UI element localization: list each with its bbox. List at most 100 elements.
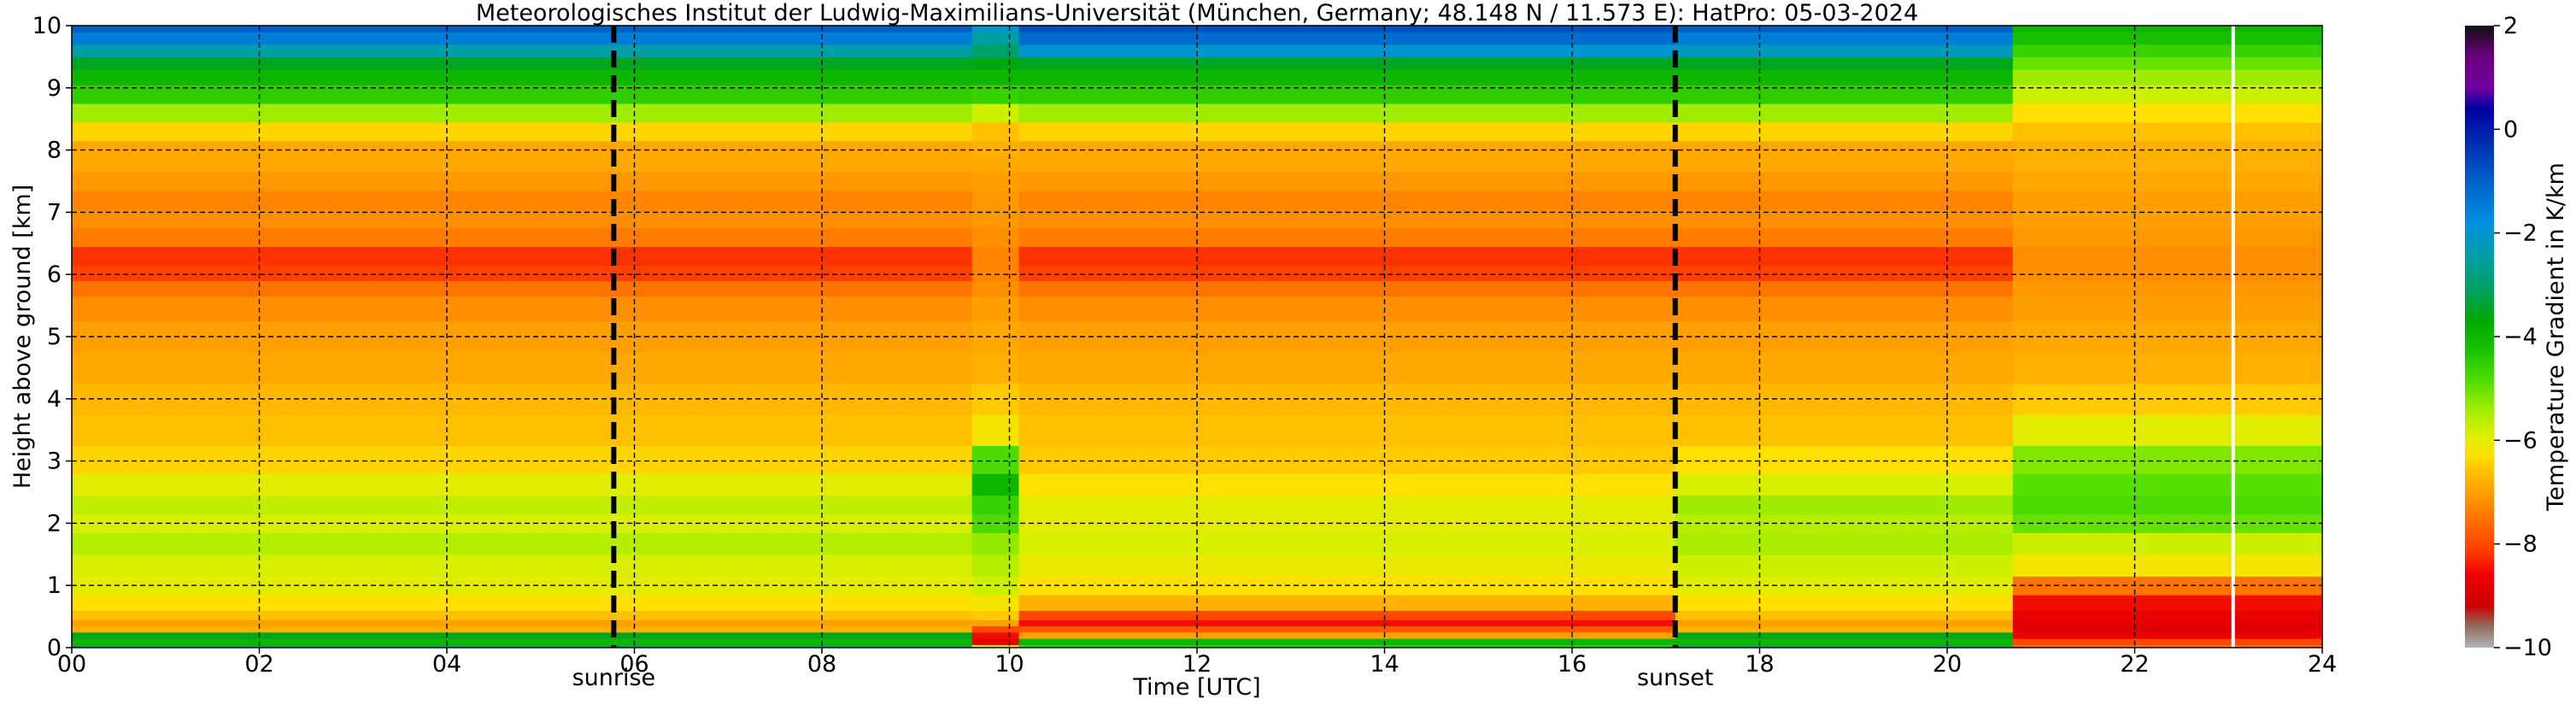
heatmap-cell (72, 68, 973, 85)
heatmap-cell (971, 44, 1020, 57)
heatmap-cell (971, 140, 1020, 157)
heatmap-cell (2012, 246, 2322, 266)
colorbar: 2 0 −2 −4 −6 −8 −10 Temperature Gradient in K/… (2465, 13, 2569, 661)
heatmap-cell (2012, 445, 2322, 474)
heatmap-cell (1018, 68, 1676, 85)
heatmap-cell (1018, 190, 1676, 210)
heatmap-cell (971, 26, 1020, 32)
heatmap-cell (72, 172, 973, 191)
heatmap-cell (971, 85, 1020, 104)
heatmap-cell (971, 495, 1020, 515)
heatmap-cell (1675, 352, 2014, 384)
y-tick-label: 5 (47, 324, 62, 350)
heatmap-cell (2012, 68, 2322, 85)
heatmap-cell (1675, 532, 2014, 555)
heatmap-cell (1018, 280, 1676, 297)
heatmap-cell (971, 172, 1020, 191)
heatmap-cell (1018, 103, 1676, 123)
heatmap-cell (72, 280, 973, 297)
heatmap-cell (72, 190, 973, 210)
heatmap-cell (72, 246, 973, 266)
heatmap-cell (971, 638, 1020, 645)
y-tick-label: 4 (47, 386, 62, 413)
heatmap-cell (1018, 644, 1676, 648)
x-tick-label: 16 (1558, 651, 1587, 678)
heatmap-cell (2012, 631, 2322, 639)
heatmap-cell (1018, 638, 1676, 645)
heatmap-cell (1675, 68, 2014, 85)
heatmap-cell (1675, 610, 2014, 620)
heatmap-cell (1675, 140, 2014, 157)
y-tick-label: 8 (47, 138, 62, 164)
heatmap-cell (1018, 44, 1676, 57)
heatmap-cell (1675, 265, 2014, 282)
heatmap-cell (971, 32, 1020, 45)
heatmap-cell (72, 595, 973, 611)
heatmap-cell (1018, 208, 1676, 229)
heatmap-cell (971, 595, 1020, 611)
heatmap-cell (1675, 121, 2014, 142)
heatmap-cell (2012, 121, 2322, 142)
heatmap-cell (1018, 140, 1676, 157)
heatmap-cell (1675, 554, 2014, 577)
heatmap-cell (2012, 190, 2322, 210)
heatmap-cell (2012, 155, 2322, 173)
heatmap-cell (2012, 619, 2322, 627)
heatmap-cell (971, 155, 1020, 173)
colorbar-tick-label: −10 (2503, 635, 2552, 661)
heatmap-cell (1018, 595, 1676, 611)
heatmap-cell (1675, 56, 2014, 70)
heatmap-cell (2012, 610, 2322, 620)
heatmap-cell (72, 414, 973, 446)
heatmap-cell (2012, 103, 2322, 123)
heatmap-cell (72, 140, 973, 157)
heatmap-cell (1018, 631, 1676, 639)
x-tick-label: 10 (995, 651, 1024, 678)
heatmap-cell (1018, 619, 1676, 627)
y-axis-ticks: 0 1 2 3 4 5 6 7 8 9 10 (32, 13, 72, 661)
x-tick-label: 22 (2120, 651, 2149, 678)
heatmap-cell (1675, 473, 2014, 496)
heatmap-cell (2012, 26, 2322, 32)
y-tick-label: 10 (32, 13, 62, 39)
heatmap-cell (1018, 625, 1676, 633)
x-tick-label: 12 (1182, 651, 1212, 678)
heatmap-cell (1018, 532, 1676, 555)
heatmap-cell (1018, 246, 1676, 266)
heatmap-cell (2012, 554, 2322, 577)
heatmap-cell (72, 44, 973, 57)
heatmap-cell (1675, 595, 2014, 611)
heatmap-cell (72, 619, 973, 627)
heatmap-cell (1675, 625, 2014, 633)
heatmap-cell (72, 383, 973, 415)
heatmap-cell (2012, 495, 2322, 515)
heatmap-cell (72, 56, 973, 70)
y-axis-label: Height above ground [km] (9, 185, 36, 489)
heatmap-cell (1018, 352, 1676, 384)
heatmap-cell (1018, 172, 1676, 191)
heatmap-cell (2012, 85, 2322, 104)
x-tick-label: 08 (807, 651, 836, 678)
heatmap-cell (971, 631, 1020, 639)
heatmap-cell (72, 610, 973, 620)
heatmap-cell (971, 227, 1020, 248)
x-axis-ticks: 00 02 04 06 08 10 12 14 16 18 20 22 24 (57, 648, 2337, 678)
heatmap-cell (971, 68, 1020, 85)
heatmap-cell (1675, 26, 2014, 32)
heatmap-cell (971, 280, 1020, 297)
heatmap-cell (72, 576, 973, 595)
heatmap-cell (72, 445, 973, 474)
heatmap-cell (1675, 280, 2014, 297)
heatmap-cell (2012, 644, 2322, 648)
y-tick-label: 6 (47, 261, 62, 288)
heatmap-cell (1018, 473, 1676, 496)
missing-data-gap (2231, 26, 2235, 648)
heatmap-cell (2012, 352, 2322, 384)
heatmap-cell (971, 644, 1020, 648)
heatmap-cell (72, 103, 973, 123)
heatmap-cell (1675, 155, 2014, 173)
heatmap-cell (971, 246, 1020, 266)
heatmap-cell (1675, 103, 2014, 123)
colorbar-tick-label: 0 (2503, 116, 2518, 143)
heatmap-cell (2012, 414, 2322, 446)
